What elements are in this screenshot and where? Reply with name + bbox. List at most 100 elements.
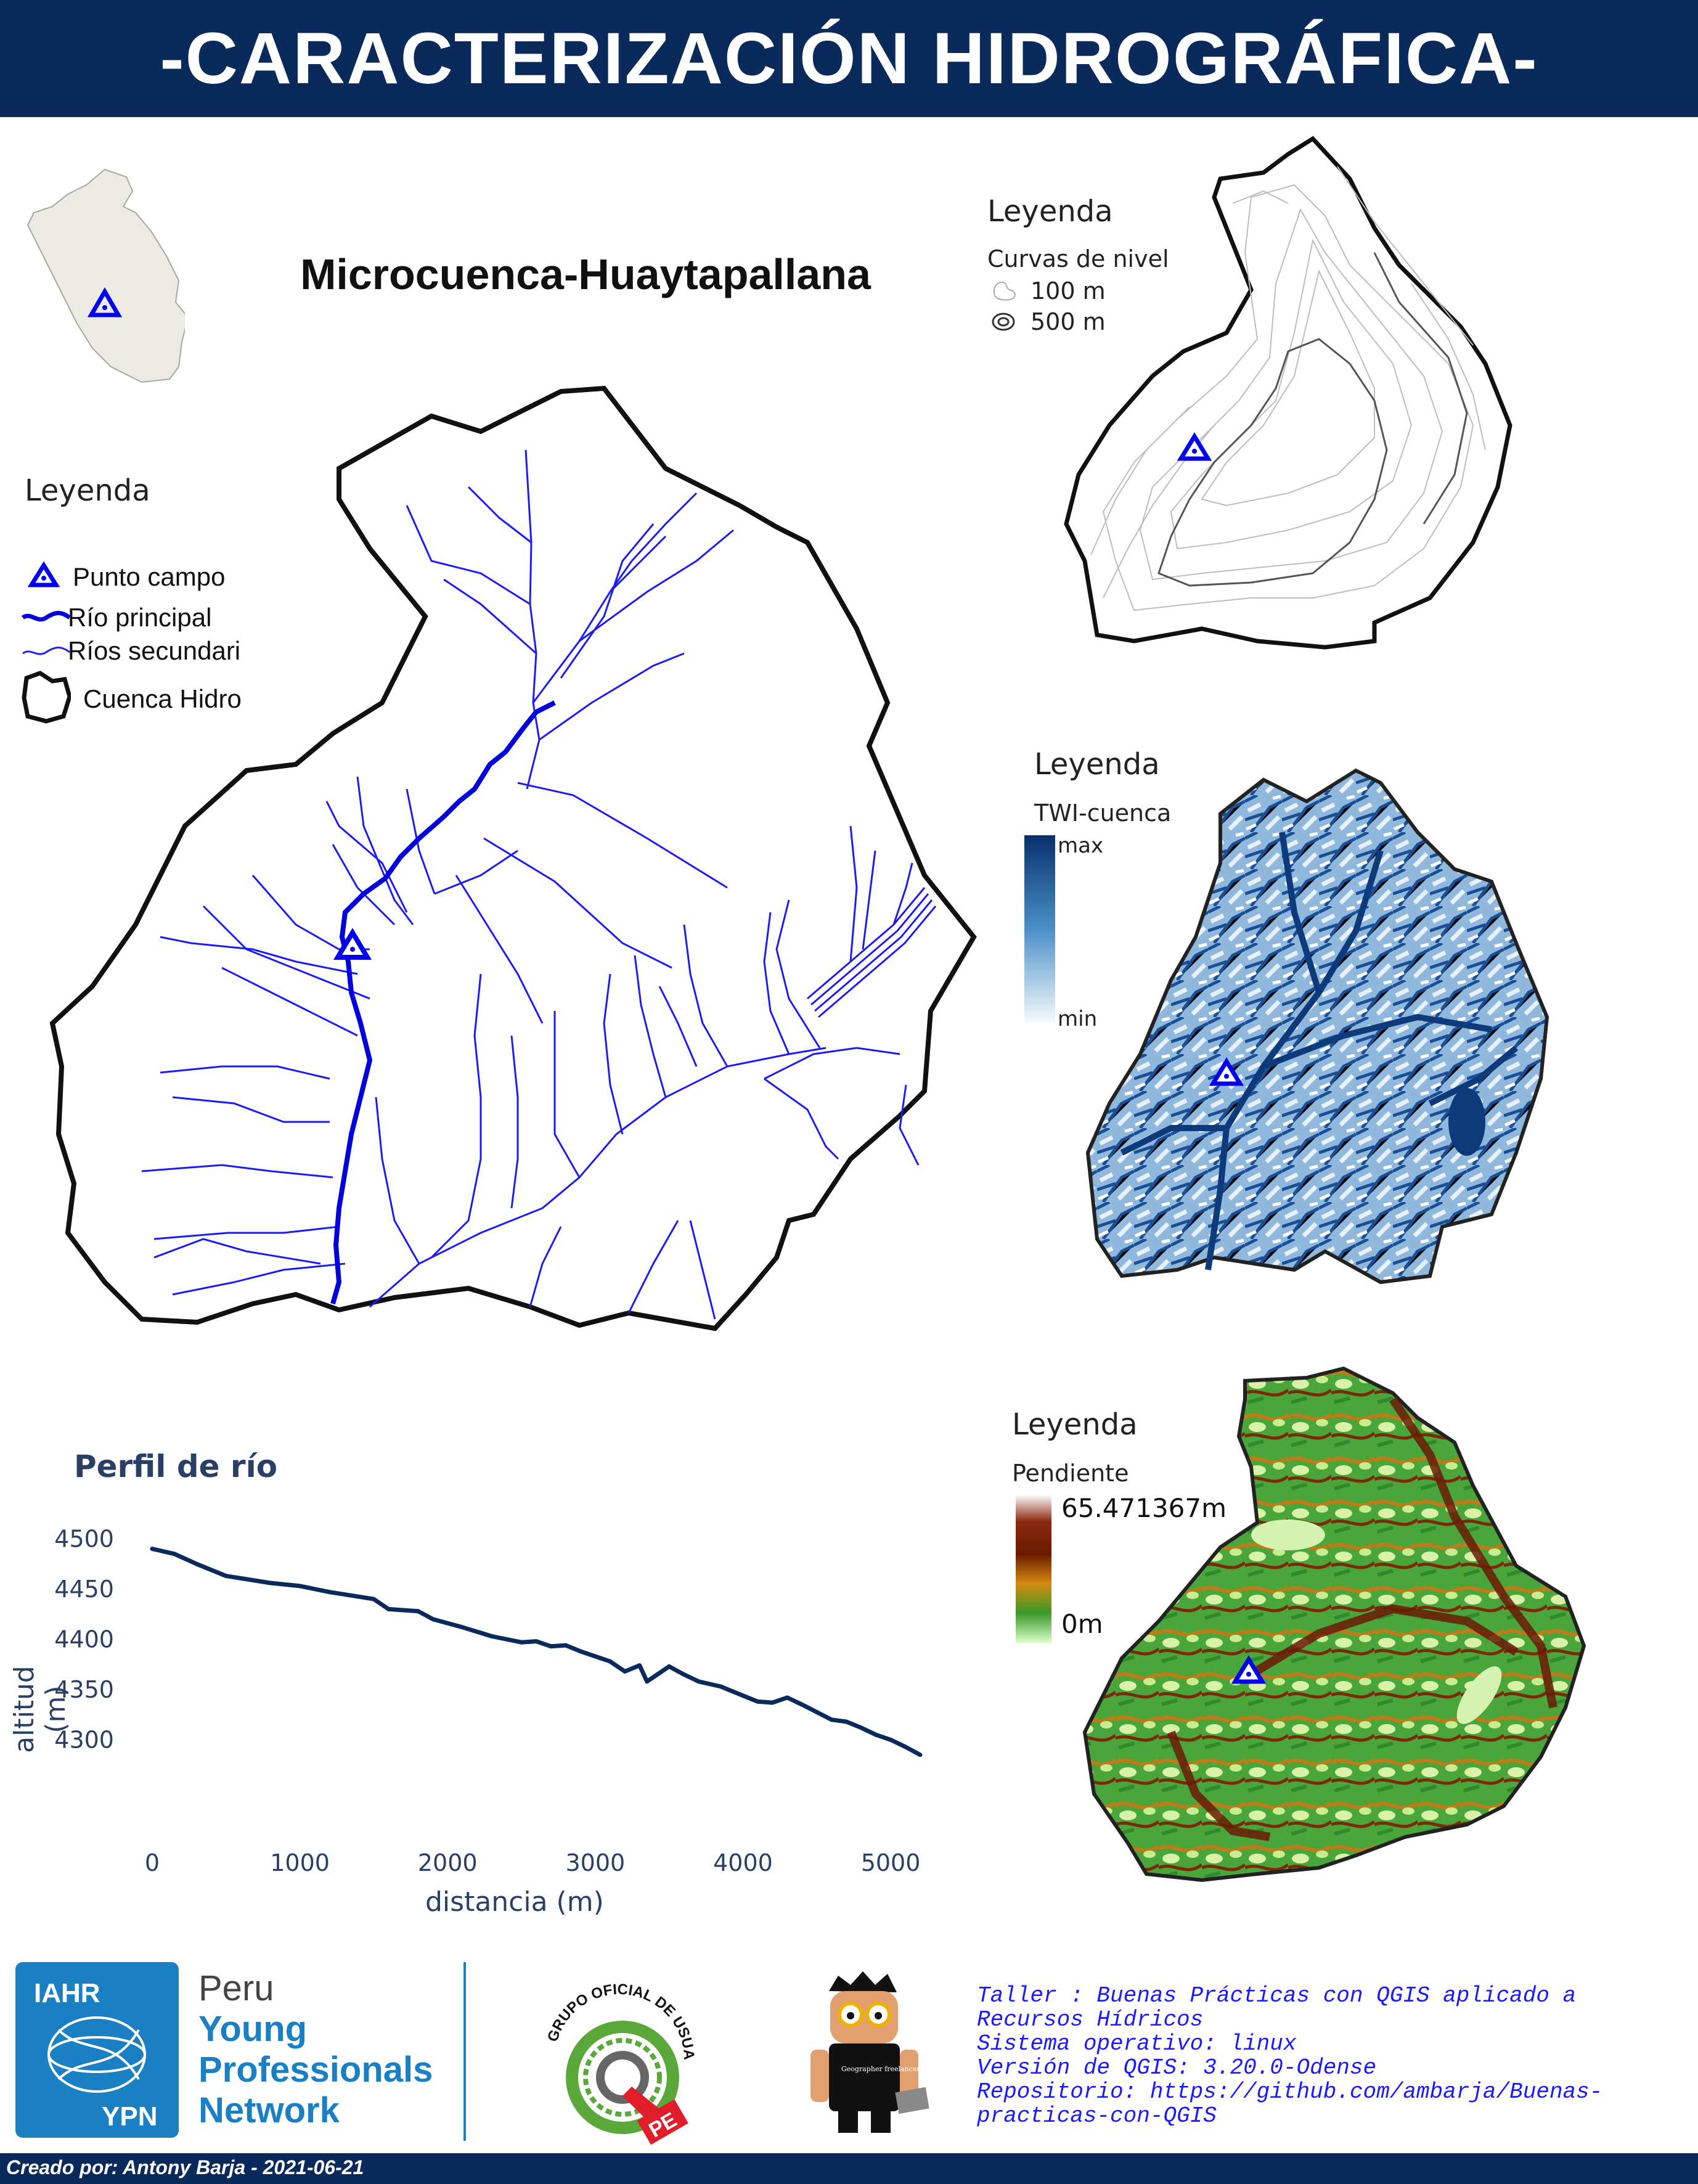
contour-100m-label: 100 m [1031, 277, 1106, 305]
twi-legend-title: Leyenda [1034, 747, 1160, 782]
profile-point [268, 1581, 273, 1585]
profile-point [386, 1606, 391, 1611]
profile-point [799, 1702, 804, 1707]
profile-point [637, 1663, 642, 1668]
profile-point [430, 1617, 435, 1622]
profile-point [489, 1634, 494, 1638]
profile-point [194, 1561, 199, 1566]
svg-text:IAHR: IAHR [34, 1978, 100, 2008]
page-title: -CARACTERIZACIÓN HIDROGRÁFICA- [160, 18, 1538, 99]
slope-legend-layer: Pendiente [1012, 1460, 1129, 1487]
footer-credit: Creado por: Antony Barja - 2021-06-21 [6, 2156, 364, 2178]
profile-point [755, 1699, 760, 1704]
x-tick-labels: 0 1000 2000 3000 4000 5000 [145, 1849, 921, 1876]
basin-icon [22, 671, 71, 724]
info-line-4: Versión de QGIS: 3.20.0-Odense [977, 2055, 1377, 2080]
profile-point [563, 1643, 568, 1648]
info-line-2: Recursos Hídricos [977, 2007, 1204, 2032]
profile-point [519, 1640, 524, 1645]
info-line-5: Repositorio: https://github.com/ambarja/… [977, 2079, 1603, 2104]
iahr-logo-peru: Peru [198, 1968, 274, 2008]
y-tick-label: 4500 [54, 1525, 114, 1552]
slope-steep-zones [1167, 1397, 1557, 1841]
profile-point [460, 1625, 465, 1630]
profile-point [645, 1679, 650, 1684]
profile-point [224, 1574, 229, 1579]
contour-100m-icon [994, 281, 1016, 301]
river-profile-chart: 4500 4450 4400 4350 4300 0 1000 2000 3000 4000 50… [54, 1525, 923, 1876]
twi-color-ramp [1024, 835, 1055, 1023]
globe-icon [47, 2016, 146, 2093]
profile-point [696, 1679, 701, 1684]
y-tick-label: 4350 [54, 1676, 114, 1703]
footer-bar [0, 2153, 1698, 2184]
slope-map [1082, 1366, 1586, 1883]
character-icon [810, 1971, 929, 2133]
contour-lines-500m [1157, 252, 1468, 587]
contour-500m-label: 500 m [1031, 308, 1106, 335]
iahr-logo-network: Network [198, 2090, 340, 2130]
basin-boundary [49, 385, 977, 1331]
contour-lines-100m [1090, 166, 1486, 611]
profile-point [844, 1719, 849, 1724]
profile-point [873, 1732, 878, 1737]
info-line-1: Taller : Buenas Prácticas con QGIS aplic… [977, 1983, 1577, 2008]
x-tick-label: 4000 [713, 1849, 773, 1876]
y-axis-label: altitud (m) [9, 1666, 71, 1753]
main-basin-map [49, 385, 977, 1331]
profile-point [770, 1700, 775, 1705]
profile-point [918, 1753, 923, 1757]
main-legend-title: Leyenda [25, 473, 150, 508]
profile-point [298, 1584, 303, 1589]
contour-500m-icon [992, 313, 1015, 331]
profile-point [741, 1693, 745, 1698]
contour-legend-symbols [992, 281, 1016, 331]
profile-point [622, 1669, 627, 1674]
slope-color-ramp [1016, 1495, 1051, 1643]
header-bar [0, 0, 1698, 117]
main-river [330, 700, 556, 1305]
field-point-icon [1177, 432, 1212, 461]
y-tick-label: 4400 [54, 1626, 114, 1653]
profile-point [578, 1649, 583, 1654]
svg-text:Geographer freelancer: Geographer freelancer [841, 2065, 920, 2073]
x-tick-label: 2000 [418, 1849, 478, 1876]
field-point-icon [27, 561, 60, 587]
profile-point [888, 1737, 893, 1742]
y-tick-label: 4300 [54, 1726, 114, 1753]
profile-point [667, 1664, 672, 1669]
profile-point [785, 1695, 790, 1700]
svg-text:YPN: YPN [102, 2101, 157, 2132]
iahr-logo: IAHR YPN [15, 1962, 179, 2138]
profile-point [150, 1547, 155, 1552]
profile-point [719, 1684, 723, 1689]
peru-inset-map [27, 168, 185, 383]
contour-basin-boundary [1064, 136, 1512, 650]
field-point-icon [1209, 1057, 1244, 1086]
profile-point [172, 1552, 177, 1556]
y-tick-label: 4450 [54, 1576, 114, 1603]
y-tick-labels: 4500 4450 4400 4350 4300 [54, 1525, 114, 1753]
workshop-info: Taller : Buenas Prácticas con QGIS aplic… [977, 1984, 1602, 2128]
twi-min-label: min [1058, 1007, 1098, 1031]
profile-point [859, 1725, 863, 1730]
info-line-6: practicas-con-QGIS [977, 2103, 1217, 2129]
profile-point [371, 1597, 376, 1601]
profile-point [652, 1674, 657, 1679]
contour-legend-title: Leyenda [987, 194, 1113, 229]
profile-series-line [152, 1547, 921, 1757]
iahr-logo-professionals: Professionals [198, 2050, 433, 2090]
profile-point [903, 1744, 908, 1749]
field-point-icon [1231, 1655, 1267, 1684]
profile-point [829, 1717, 834, 1722]
x-tick-label: 1000 [270, 1849, 330, 1876]
field-point-icon [333, 928, 372, 960]
profile-point [608, 1659, 613, 1664]
twi-legend-layer: TWI-cuenca [1034, 800, 1172, 827]
profile-point [549, 1644, 553, 1649]
slope-min-label: 0m [1061, 1609, 1103, 1639]
legend-label-main-river: Río principal [68, 603, 212, 632]
legend-label-field-point: Punto campo [73, 562, 226, 591]
profile-point [682, 1672, 687, 1677]
twi-map [1085, 768, 1549, 1285]
